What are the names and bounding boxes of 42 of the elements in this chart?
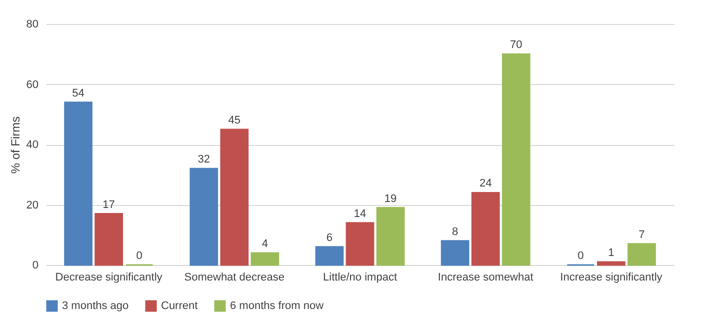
bar bbox=[190, 168, 218, 266]
bar bbox=[440, 240, 470, 266]
x-tick-label: Little/no impact bbox=[323, 272, 397, 284]
y-axis-title: % of Firms bbox=[8, 116, 22, 174]
bar bbox=[376, 207, 405, 266]
y-tick-label: 0 bbox=[32, 260, 38, 272]
bar bbox=[250, 252, 280, 266]
y-tick-label: 40 bbox=[26, 139, 38, 151]
data-label: 24 bbox=[479, 178, 492, 190]
bar bbox=[94, 213, 123, 266]
bar bbox=[346, 222, 374, 266]
data-label: 0 bbox=[136, 250, 142, 262]
legend-label: 3 months ago bbox=[62, 300, 129, 312]
bar bbox=[64, 102, 92, 266]
data-label: 7 bbox=[638, 228, 645, 241]
x-tick-label: Increase somewhat bbox=[438, 272, 534, 284]
data-label: 6 bbox=[326, 232, 333, 244]
data-label: 32 bbox=[198, 154, 210, 166]
bar bbox=[597, 261, 626, 266]
bar bbox=[315, 246, 344, 266]
data-label: 70 bbox=[510, 39, 522, 52]
data-label: 45 bbox=[228, 114, 241, 126]
data-label: 54 bbox=[72, 87, 84, 100]
x-tick-label: Increase significantly bbox=[560, 272, 663, 284]
bar bbox=[502, 53, 530, 266]
y-tick-label: 20 bbox=[26, 199, 38, 212]
data-label: 14 bbox=[354, 208, 366, 220]
data-label: 4 bbox=[262, 238, 268, 250]
bar bbox=[220, 128, 249, 266]
data-label: 0 bbox=[578, 250, 584, 262]
bar bbox=[471, 192, 500, 266]
y-tick-label: 80 bbox=[26, 18, 38, 30]
data-label: 19 bbox=[384, 192, 397, 205]
y-tick-label: 60 bbox=[26, 78, 38, 91]
legend-label: Current bbox=[161, 300, 198, 312]
legend-label: 6 months from now bbox=[230, 300, 324, 312]
data-label: 1 bbox=[608, 246, 614, 259]
x-tick-label: Decrease significantly bbox=[55, 272, 163, 284]
data-label: 17 bbox=[102, 198, 115, 211]
bar bbox=[628, 243, 656, 266]
data-label: 8 bbox=[452, 226, 458, 238]
x-tick-label: Somewhat decrease bbox=[184, 272, 285, 284]
